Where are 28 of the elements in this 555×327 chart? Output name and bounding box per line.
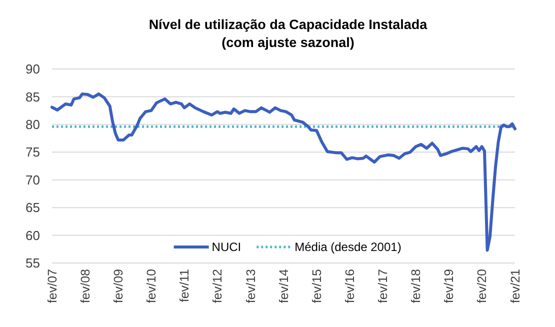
x-tick-label: fev/13 bbox=[244, 268, 258, 304]
x-tick-label: fev/15 bbox=[310, 268, 324, 304]
x-tick-label: fev/09 bbox=[112, 268, 126, 304]
y-tick-label: 65 bbox=[26, 200, 40, 216]
y-tick-label: 90 bbox=[26, 62, 40, 77]
chart-subtitle: (com ajuste sazonal) bbox=[222, 35, 354, 50]
x-tick-label: fev/07 bbox=[45, 268, 60, 304]
x-tick-label: fev/08 bbox=[78, 268, 92, 304]
x-tick-label: fev/21 bbox=[508, 268, 522, 304]
chart-title: Nível de utilização da Capacidade Instalada bbox=[148, 17, 428, 32]
x-tick-label: fev/11 bbox=[178, 268, 192, 302]
x-tick-label: fev/19 bbox=[442, 268, 456, 304]
x-tick-label: fev/14 bbox=[276, 268, 291, 304]
x-tick-label: fev/12 bbox=[210, 268, 225, 304]
line-series bbox=[50, 92, 516, 252]
y-tick-label: 60 bbox=[26, 228, 40, 243]
x-tick-label: fev/18 bbox=[409, 268, 424, 304]
x-tick-label: fev/17 bbox=[376, 268, 390, 304]
y-tick-label: 55 bbox=[26, 256, 40, 271]
y-tick-label: 85 bbox=[26, 89, 40, 104]
legend-label: Média (desde 2001) bbox=[294, 240, 402, 254]
x-tick-label: fev/20 bbox=[475, 268, 490, 304]
y-tick-label: 70 bbox=[26, 172, 40, 188]
x-tick-label: fev/16 bbox=[342, 268, 357, 304]
y-tick-label: 80 bbox=[26, 116, 40, 132]
legend-label: NUCI bbox=[212, 240, 242, 254]
y-tick-label: 75 bbox=[26, 144, 40, 160]
x-tick-label: fev/10 bbox=[144, 268, 159, 304]
